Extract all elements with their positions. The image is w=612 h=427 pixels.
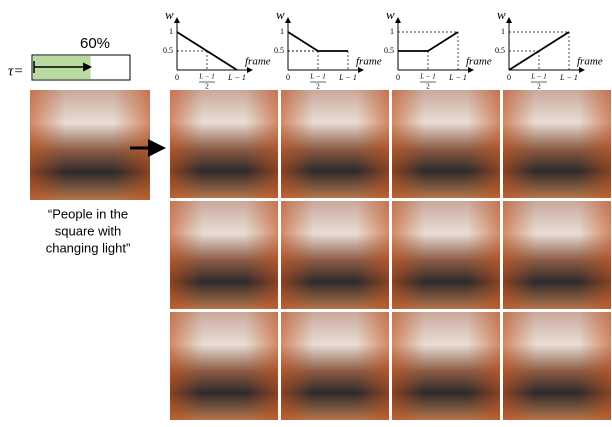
prompt-line: “People in the	[48, 206, 128, 221]
image-light	[503, 90, 611, 198]
x-label: frame	[577, 56, 603, 68]
x-mid-den: 2	[205, 83, 209, 91]
y-label: w	[497, 7, 506, 22]
weight-line	[288, 32, 348, 51]
image-light	[392, 90, 500, 198]
y-tick-label: 0.5	[384, 46, 394, 55]
x-mid-num: L − 1	[530, 73, 547, 81]
y-tick-label: 0.5	[274, 46, 284, 55]
image-light	[503, 201, 611, 309]
image-light	[281, 312, 389, 420]
x-end: L − 1	[227, 73, 246, 82]
origin: 0	[507, 73, 511, 82]
image-light	[392, 201, 500, 309]
y-label: w	[276, 7, 285, 22]
x-end: L − 1	[338, 73, 357, 82]
y-tick-label: 1	[169, 27, 173, 36]
y-label: w	[165, 7, 174, 22]
origin: 0	[396, 73, 400, 82]
image-light	[281, 90, 389, 198]
y-tick-label: 1	[501, 27, 505, 36]
x-label: frame	[466, 56, 492, 68]
image-light	[170, 201, 278, 309]
y-tick-label: 0.5	[495, 46, 505, 55]
x-mid-den: 2	[426, 83, 430, 91]
image-light	[170, 90, 278, 198]
weight-line	[398, 32, 458, 51]
x-end: L − 1	[559, 73, 578, 82]
tau-label: 60%	[80, 35, 110, 52]
origin: 0	[286, 73, 290, 82]
x-mid-den: 2	[316, 83, 320, 91]
x-label: frame	[356, 56, 382, 68]
y-tick-label: 1	[280, 27, 284, 36]
image-light	[503, 312, 611, 420]
x-mid-num: L − 1	[419, 73, 436, 81]
image-light	[392, 312, 500, 420]
image-light	[281, 201, 389, 309]
x-mid-num: L − 1	[309, 73, 326, 81]
y-label: w	[386, 7, 395, 22]
y-tick-label: 0.5	[163, 46, 173, 55]
prompt-line: changing light”	[46, 240, 131, 255]
prompt-line: square with	[55, 223, 121, 238]
x-mid-num: L − 1	[198, 73, 215, 81]
x-mid-den: 2	[537, 83, 541, 91]
y-tick-label: 1	[390, 27, 394, 36]
origin: 0	[175, 73, 179, 82]
tau-symbol: τ=	[8, 63, 24, 79]
image-light	[170, 312, 278, 420]
image-light	[30, 90, 150, 200]
x-end: L − 1	[448, 73, 467, 82]
figure: τ= 60% “People in the square with changing …	[0, 0, 612, 422]
x-label: frame	[245, 56, 271, 68]
